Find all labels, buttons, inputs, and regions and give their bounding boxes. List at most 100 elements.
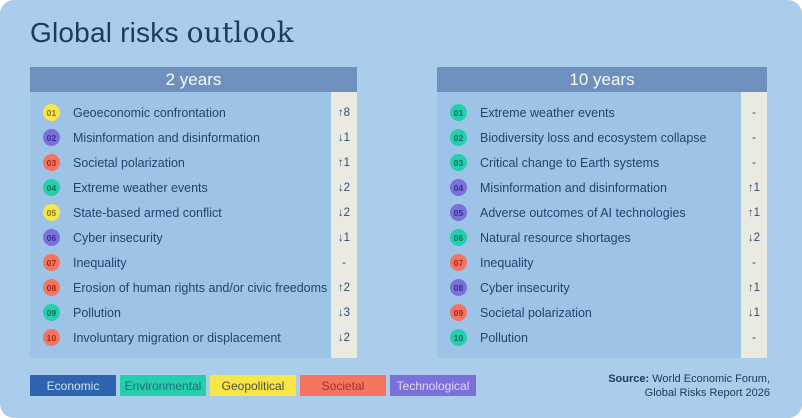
panel-2-years-header: 2 years	[30, 67, 357, 92]
change-indicator: ↑8	[337, 106, 351, 119]
change-indicator: -	[752, 131, 756, 144]
change-indicator: ↓2	[337, 181, 351, 194]
source-line1: World Economic Forum,	[649, 373, 770, 385]
rank-badge: 06	[43, 229, 60, 246]
risk-row: 03 Critical change to Earth systems -	[437, 150, 767, 175]
rank-badge: 01	[450, 104, 467, 121]
risk-row: 05 State-based armed conflict ↓2	[30, 200, 357, 225]
change-indicator: ↑2	[337, 281, 351, 294]
risk-row: 06 Cyber insecurity ↓1	[30, 225, 357, 250]
risk-label: Inequality	[73, 255, 127, 270]
risk-row: 06 Natural resource shortages ↓2	[437, 225, 767, 250]
page-title-sans: Global risks	[30, 17, 187, 48]
risk-label: Societal polarization	[73, 155, 185, 170]
rank-badge: 07	[450, 254, 467, 271]
change-indicator: ↓1	[337, 231, 351, 244]
rank-badge: 02	[43, 129, 60, 146]
change-column-strip	[331, 92, 357, 358]
rank-badge: 03	[450, 154, 467, 171]
risk-label: Biodiversity loss and ecosystem collapse	[480, 130, 707, 145]
risk-label: Cyber insecurity	[73, 230, 163, 245]
change-indicator: -	[342, 256, 346, 269]
change-indicator: ↓2	[337, 206, 351, 219]
risk-label: Misinformation and disinformation	[480, 180, 667, 195]
rank-badge: 01	[43, 104, 60, 121]
rank-badge: 05	[43, 204, 60, 221]
change-column-strip	[741, 92, 767, 358]
risk-label: Pollution	[480, 330, 528, 345]
rank-badge: 03	[43, 154, 60, 171]
change-indicator: ↓1	[337, 131, 351, 144]
panel-10-years-body: 01 Extreme weather events - 02 Biodiversity …	[437, 92, 767, 358]
category-legend: Economic Environmental Geopolitical Societa…	[30, 375, 476, 396]
rank-badge: 09	[43, 304, 60, 321]
rank-badge: 05	[450, 204, 467, 221]
risk-row: 01 Extreme weather events -	[437, 100, 767, 125]
risk-row: 03 Societal polarization ↑1	[30, 150, 357, 175]
change-indicator: ↑1	[747, 206, 761, 219]
risk-row: 09 Societal polarization ↓1	[437, 300, 767, 325]
risk-row: 02 Biodiversity loss and ecosystem collap…	[437, 125, 767, 150]
page-title: Global risks outlook	[30, 16, 294, 49]
panel-10-years: 10 years 01 Extreme weather events - 02 Biod…	[437, 67, 767, 358]
risk-row: 08 Erosion of human rights and/or civic f…	[30, 275, 357, 300]
change-indicator: ↑1	[747, 281, 761, 294]
change-indicator: ↓2	[747, 231, 761, 244]
risk-row: 07 Inequality -	[30, 250, 357, 275]
risk-row: 04 Extreme weather events ↓2	[30, 175, 357, 200]
risk-row: 05 Adverse outcomes of AI technologies ↑1	[437, 200, 767, 225]
change-indicator: -	[752, 256, 756, 269]
risk-label: Cyber insecurity	[480, 280, 570, 295]
risk-label: Extreme weather events	[73, 180, 208, 195]
rank-badge: 08	[450, 279, 467, 296]
risk-label: Involuntary migration or displacement	[73, 330, 281, 345]
legend-chip-technological: Technological	[390, 375, 476, 396]
risk-label: Misinformation and disinformation	[73, 130, 260, 145]
risk-label: Erosion of human rights and/or civic fre…	[73, 280, 328, 295]
risk-row: 10 Pollution -	[437, 325, 767, 350]
risk-row: 04 Misinformation and disinformation ↑1	[437, 175, 767, 200]
risk-label: Natural resource shortages	[480, 230, 631, 245]
risk-label: Extreme weather events	[480, 105, 615, 120]
source-label: Source:	[608, 373, 650, 385]
rank-badge: 02	[450, 129, 467, 146]
risk-label: Societal polarization	[480, 305, 592, 320]
rank-badge: 04	[450, 179, 467, 196]
rank-badge: 06	[450, 229, 467, 246]
change-indicator: -	[752, 156, 756, 169]
legend-chip-societal: Societal	[300, 375, 386, 396]
legend-chip-environmental: Environmental	[120, 375, 206, 396]
risk-row: 09 Pollution ↓3	[30, 300, 357, 325]
risk-row: 01 Geoeconomic confrontation ↑8	[30, 100, 357, 125]
risk-row: 07 Inequality -	[437, 250, 767, 275]
risk-row: 10 Involuntary migration or displacement ↓…	[30, 325, 357, 350]
change-indicator: -	[752, 106, 756, 119]
rank-badge: 10	[450, 329, 467, 346]
risk-label: Critical change to Earth systems	[480, 155, 660, 170]
panel-2-years-body: 01 Geoeconomic confrontation ↑8 02 Misinform…	[30, 92, 357, 358]
panel-10-years-header: 10 years	[437, 67, 767, 92]
rank-badge: 10	[43, 329, 60, 346]
change-indicator: ↓1	[747, 306, 761, 319]
rank-badge: 09	[450, 304, 467, 321]
change-indicator: ↑1	[337, 156, 351, 169]
risk-label: Adverse outcomes of AI technologies	[480, 205, 686, 220]
panel-2-years: 2 years 01 Geoeconomic confrontation ↑8 02 M…	[30, 67, 357, 358]
risk-label: Pollution	[73, 305, 121, 320]
risk-label: Inequality	[480, 255, 534, 270]
risk-row: 08 Cyber insecurity ↑1	[437, 275, 767, 300]
change-indicator: ↓3	[337, 306, 351, 319]
risk-label: Geoeconomic confrontation	[73, 105, 226, 120]
source-line2: Global Risks Report 2026	[644, 387, 770, 399]
change-indicator: ↑1	[747, 181, 761, 194]
legend-chip-economic: Economic	[30, 375, 116, 396]
change-indicator: -	[752, 331, 756, 344]
rank-badge: 07	[43, 254, 60, 271]
legend-chip-geopolitical: Geopolitical	[210, 375, 296, 396]
risk-row: 02 Misinformation and disinformation ↓1	[30, 125, 357, 150]
risk-label: State-based armed conflict	[73, 205, 222, 220]
source-note: Source: World Economic Forum, Global Risk…	[608, 372, 770, 400]
change-indicator: ↓2	[337, 331, 351, 344]
rank-badge: 08	[43, 279, 60, 296]
